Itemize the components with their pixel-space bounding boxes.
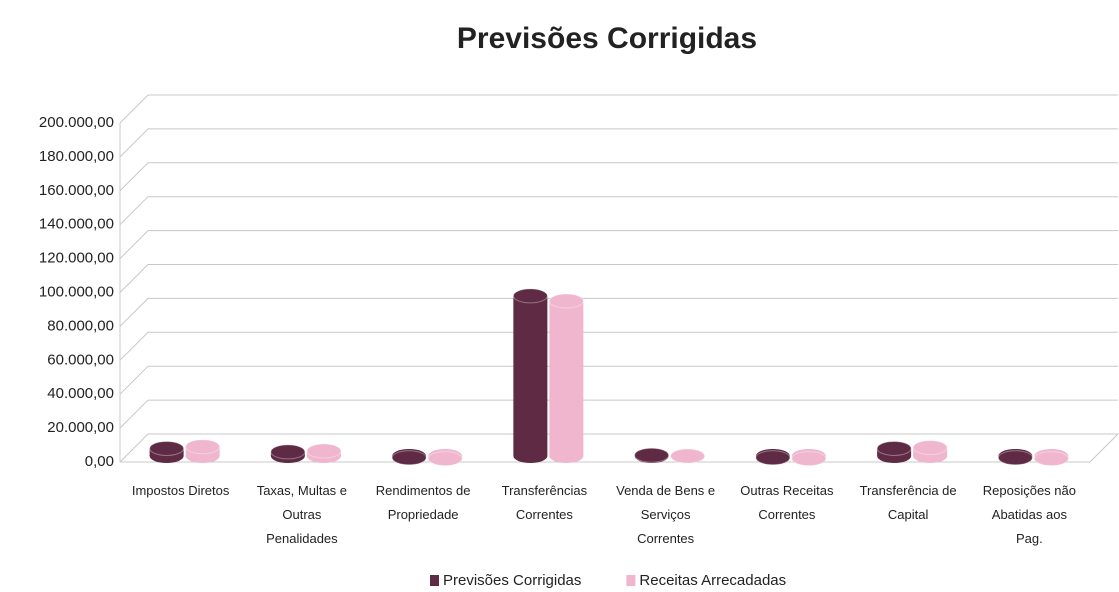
x-tick-label: Outras Receitas Correntes	[740, 483, 834, 522]
bar	[306, 443, 342, 463]
bar	[1033, 449, 1069, 467]
bar-cap	[306, 443, 342, 459]
bar	[876, 440, 912, 463]
grid-line	[119, 94, 1118, 124]
x-tick-label: Transferência de Capital	[860, 483, 957, 522]
bar-body	[513, 295, 548, 456]
x-tick-label: Impostos Diretos	[132, 483, 230, 498]
bar-cap	[634, 447, 670, 463]
grid-line	[119, 162, 1118, 192]
y-tick-label: 140.000,00	[39, 216, 114, 233]
grid-line	[119, 264, 1118, 293]
y-tick-label: 120.000,00	[39, 250, 114, 267]
legend-label: Previsões Corrigidas	[443, 572, 581, 589]
bar-cap	[427, 451, 463, 467]
y-tick-label: 0,00	[85, 453, 114, 470]
y-tick-label: 80.000,00	[47, 317, 114, 334]
bar	[185, 439, 221, 463]
bar-cap	[791, 451, 827, 467]
bar-cap	[1033, 451, 1069, 467]
bar-cap	[391, 450, 427, 466]
y-tick-label: 200.000,00	[39, 114, 114, 131]
grid-line	[119, 331, 1118, 361]
grid-line	[119, 230, 1118, 259]
y-tick-label: 20.000,00	[47, 419, 114, 436]
bar	[427, 449, 463, 467]
bar-cap	[876, 440, 912, 456]
bar	[997, 449, 1033, 466]
bar	[270, 444, 306, 463]
bar-cap	[755, 450, 791, 466]
grid-line	[119, 196, 1118, 226]
x-tick-label: Reposições não Abatidas aos Pag.	[983, 483, 1076, 546]
x-tick-label: Rendimentos de Propriedade	[376, 483, 471, 522]
bar-body	[549, 300, 584, 456]
grid-line	[119, 365, 1118, 395]
bar	[391, 449, 427, 466]
bar	[548, 293, 584, 463]
y-tick-label: 100.000,00	[39, 283, 114, 300]
bar-cap	[912, 440, 948, 456]
bar	[912, 440, 948, 463]
legend-swatch	[626, 575, 636, 586]
bar-base	[549, 449, 584, 463]
x-tick-label: Venda de Bens e Serviços Correntes	[616, 483, 715, 546]
bar-cap	[185, 439, 221, 455]
legend-swatch	[430, 575, 439, 586]
bar-cap	[997, 450, 1033, 466]
bar-base	[513, 449, 548, 463]
bar-cap	[149, 440, 185, 456]
floor	[120, 433, 1119, 463]
x-tick-label: Taxas, Multas e Outras Penalidades	[257, 483, 347, 546]
legend-label: Receitas Arrecadadas	[639, 572, 786, 589]
grid-line	[119, 128, 1118, 158]
grid-line	[119, 433, 1118, 463]
bar	[149, 440, 185, 463]
chart-title: Previsões Corrigidas	[457, 22, 757, 55]
y-tick-label: 40.000,00	[47, 385, 114, 402]
grid-line	[119, 297, 1118, 327]
y-tick-label: 160.000,00	[39, 182, 114, 199]
grid-line	[119, 399, 1118, 429]
x-tick-label: Transferências Correntes	[502, 483, 588, 522]
bar-cap	[548, 293, 584, 309]
bar	[755, 449, 791, 466]
bar	[791, 449, 827, 467]
y-tick-label: 180.000,00	[39, 148, 114, 165]
bar-cap	[512, 288, 548, 304]
bar	[670, 448, 706, 464]
bar	[634, 447, 670, 463]
y-tick-label: 60.000,00	[47, 351, 114, 368]
bar-cap	[270, 444, 306, 460]
bar-cap	[670, 448, 706, 464]
bar	[512, 288, 548, 463]
